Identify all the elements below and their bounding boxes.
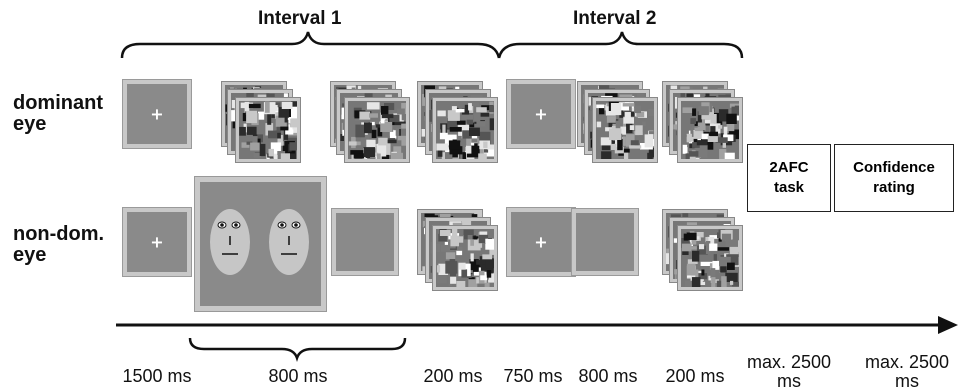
mondrian-mask-icon xyxy=(592,97,658,163)
mondrian-mask-icon xyxy=(432,97,498,163)
mondrian-mask-icon xyxy=(677,225,743,291)
mondrian-mask-icon xyxy=(677,97,743,163)
confidence-rating-box: Confidence rating xyxy=(834,144,954,212)
dominant-fixation-1: + xyxy=(122,79,192,149)
timing-800-interval1: 800 ms xyxy=(268,366,328,386)
face-left xyxy=(210,209,250,275)
nondominant-eye-label: non-dom. eye xyxy=(13,223,105,266)
mondrian-mask-icon xyxy=(344,97,410,163)
face-icon xyxy=(210,209,309,275)
mondrian-mask-icon xyxy=(235,97,301,163)
timing-800-interval2: 800 ms xyxy=(578,366,638,386)
mondrian-mask-icon xyxy=(432,225,498,291)
timing-200-a: 200 ms xyxy=(423,366,483,386)
dominant-eye-label: dominant eye xyxy=(13,92,103,135)
timing-1500: 1500 ms xyxy=(122,366,192,386)
interval-2-label: Interval 2 xyxy=(573,8,657,29)
interval-2-brace xyxy=(497,31,744,59)
nondominant-blank-1 xyxy=(331,208,399,276)
nondominant-fixation-1: + xyxy=(122,207,192,277)
face-right xyxy=(269,209,309,275)
interval-1-brace xyxy=(120,31,501,59)
timing-200-b: 200 ms xyxy=(665,366,725,386)
bottom-brace-800 xyxy=(188,337,407,362)
nondominant-fixation-2: + xyxy=(506,207,576,277)
face-stimulus-frame xyxy=(194,176,327,312)
nondominant-blank-2 xyxy=(571,208,639,276)
dominant-fixation-2: + xyxy=(506,79,576,149)
timing-750: 750 ms xyxy=(503,366,563,386)
interval-1-label: Interval 1 xyxy=(258,8,342,29)
2afc-task-box: 2AFC task xyxy=(747,144,831,212)
timing-max-confidence: max. 2500 ms xyxy=(864,352,950,391)
timing-max-2afc: max. 2500 ms xyxy=(746,352,832,391)
